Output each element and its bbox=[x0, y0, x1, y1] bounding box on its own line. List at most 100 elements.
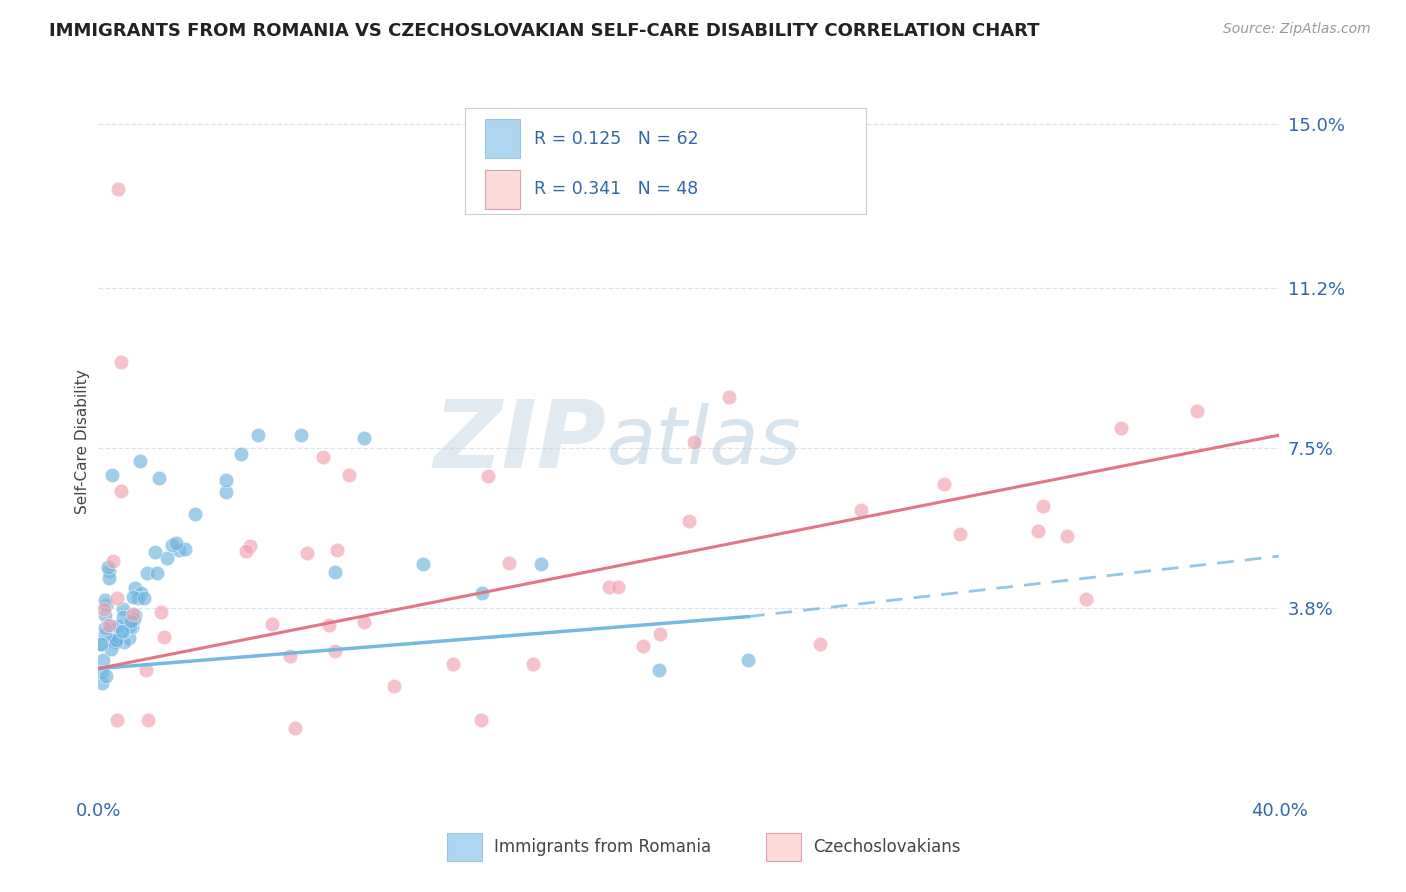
Point bbox=[412, 557, 434, 571]
Point bbox=[932, 477, 955, 491]
Point bbox=[471, 585, 494, 599]
Point bbox=[105, 634, 128, 648]
Point bbox=[136, 713, 159, 727]
Point bbox=[120, 614, 142, 628]
Point bbox=[235, 543, 257, 558]
Point bbox=[91, 665, 114, 680]
Point bbox=[290, 428, 312, 442]
FancyBboxPatch shape bbox=[485, 169, 520, 209]
Text: Immigrants from Romania: Immigrants from Romania bbox=[494, 838, 711, 855]
Point bbox=[160, 538, 183, 552]
Point bbox=[98, 571, 121, 585]
Point bbox=[165, 536, 187, 550]
Point bbox=[111, 602, 134, 616]
Point bbox=[94, 669, 117, 683]
Point bbox=[93, 601, 115, 615]
Point bbox=[215, 485, 238, 500]
Point bbox=[353, 431, 375, 445]
Point bbox=[121, 620, 143, 634]
Text: Source: ZipAtlas.com: Source: ZipAtlas.com bbox=[1223, 22, 1371, 37]
Point bbox=[94, 598, 117, 612]
Point bbox=[598, 580, 620, 594]
Point bbox=[851, 503, 873, 517]
Point bbox=[477, 469, 499, 483]
FancyBboxPatch shape bbox=[447, 832, 482, 861]
Point bbox=[118, 631, 141, 645]
Point bbox=[100, 641, 122, 656]
Point bbox=[100, 619, 122, 633]
Point bbox=[90, 637, 112, 651]
Point bbox=[239, 539, 262, 553]
Point bbox=[808, 636, 831, 650]
Point bbox=[229, 448, 252, 462]
Point bbox=[326, 543, 349, 558]
Point bbox=[156, 550, 179, 565]
Text: atlas: atlas bbox=[606, 402, 801, 481]
Point bbox=[112, 635, 135, 649]
Point bbox=[441, 657, 464, 672]
Y-axis label: Self-Care Disability: Self-Care Disability bbox=[75, 369, 90, 514]
Point bbox=[280, 648, 302, 663]
Point bbox=[101, 632, 124, 647]
Point bbox=[682, 434, 704, 449]
Point bbox=[129, 586, 152, 600]
Point bbox=[128, 454, 150, 468]
Point bbox=[295, 546, 318, 560]
Point bbox=[650, 627, 672, 641]
Point bbox=[146, 566, 169, 580]
Point bbox=[104, 633, 127, 648]
Point bbox=[470, 714, 492, 728]
Point bbox=[105, 714, 128, 728]
Point bbox=[124, 581, 146, 595]
Point bbox=[530, 557, 553, 571]
Point bbox=[111, 610, 134, 624]
Point bbox=[167, 543, 190, 558]
FancyBboxPatch shape bbox=[464, 108, 866, 214]
Point bbox=[184, 507, 207, 521]
Point bbox=[110, 484, 132, 499]
Point bbox=[1026, 524, 1049, 538]
Point bbox=[312, 450, 335, 464]
Point bbox=[648, 663, 671, 677]
Text: Czechoslovakians: Czechoslovakians bbox=[813, 838, 960, 855]
Point bbox=[1074, 592, 1097, 607]
Point bbox=[148, 471, 170, 485]
Point bbox=[1109, 421, 1132, 435]
Point bbox=[382, 680, 405, 694]
Point bbox=[339, 467, 361, 482]
Point bbox=[1032, 500, 1054, 514]
Text: ZIP: ZIP bbox=[433, 395, 606, 488]
Point bbox=[1185, 404, 1208, 418]
Point bbox=[105, 591, 128, 605]
Point bbox=[284, 721, 307, 735]
Point bbox=[91, 653, 114, 667]
Point bbox=[498, 556, 520, 570]
Point bbox=[110, 624, 132, 638]
Point bbox=[522, 657, 544, 671]
Point bbox=[122, 590, 145, 604]
Point bbox=[323, 643, 346, 657]
Point bbox=[718, 390, 741, 404]
Point bbox=[91, 676, 114, 690]
Point bbox=[149, 606, 172, 620]
Point bbox=[101, 553, 124, 567]
Point bbox=[98, 618, 121, 632]
Point bbox=[143, 544, 166, 558]
Point bbox=[124, 612, 146, 626]
Point bbox=[104, 634, 127, 648]
Point bbox=[135, 664, 157, 678]
Point bbox=[153, 630, 176, 644]
Point bbox=[89, 636, 111, 650]
Point bbox=[678, 514, 700, 528]
Text: R = 0.125   N = 62: R = 0.125 N = 62 bbox=[534, 129, 699, 147]
Point bbox=[120, 614, 142, 628]
Point bbox=[93, 593, 115, 607]
Point bbox=[107, 619, 129, 633]
Point bbox=[318, 618, 340, 632]
Point bbox=[246, 428, 269, 442]
Point bbox=[1056, 529, 1078, 543]
FancyBboxPatch shape bbox=[766, 832, 801, 861]
Text: IMMIGRANTS FROM ROMANIA VS CZECHOSLOVAKIAN SELF-CARE DISABILITY CORRELATION CHAR: IMMIGRANTS FROM ROMANIA VS CZECHOSLOVAKI… bbox=[49, 22, 1039, 40]
Point bbox=[101, 467, 124, 482]
Point bbox=[353, 615, 375, 630]
